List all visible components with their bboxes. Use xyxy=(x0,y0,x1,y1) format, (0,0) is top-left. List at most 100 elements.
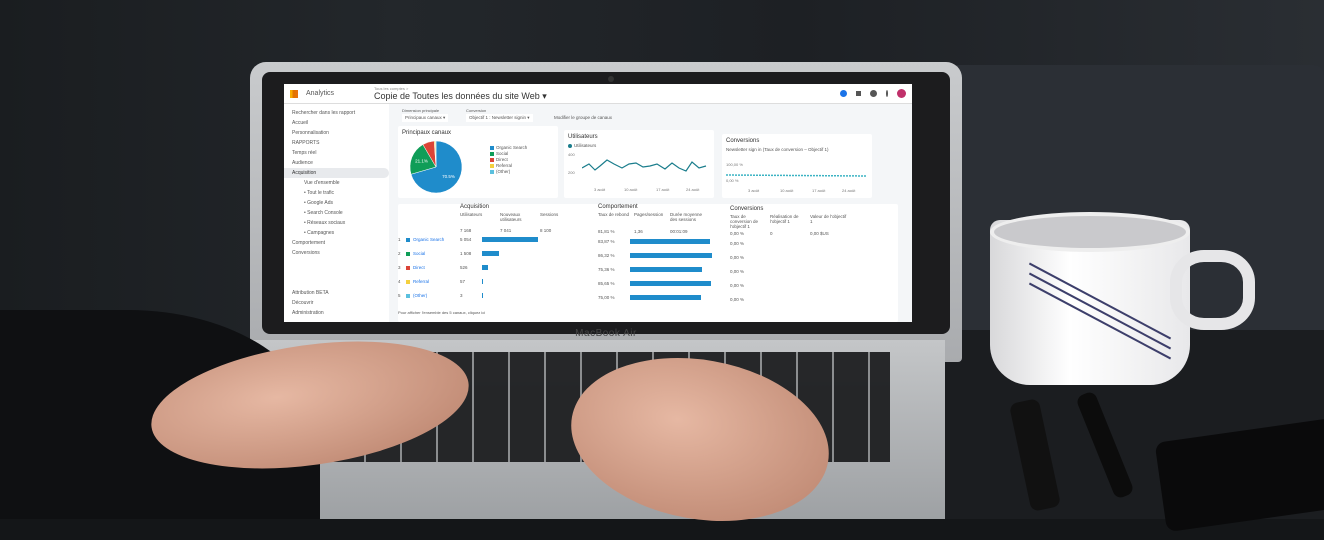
sidebar-bottom-item[interactable]: Administration xyxy=(284,308,389,318)
more-icon[interactable] xyxy=(886,90,888,97)
users-legend: Utilisateurs xyxy=(568,143,710,148)
bounce-rate: 83,87 % xyxy=(598,239,615,244)
column-header[interactable]: Valeur de l'objectif 1 xyxy=(810,214,847,224)
notification-icon[interactable] xyxy=(840,90,847,97)
dimension-select[interactable]: Principaux canaux ▾ xyxy=(402,114,448,122)
sidebar-item[interactable]: Comportement xyxy=(284,238,389,248)
pie-card: Principaux canaux 70.5%21.1% Organic Sea… xyxy=(398,126,558,198)
bounce-bar xyxy=(630,253,712,258)
pie-legend-item: Direct xyxy=(490,157,527,162)
channel-link[interactable]: Social xyxy=(413,251,425,256)
pie-title: Principaux canaux xyxy=(402,130,554,136)
top-bar: Analytics Tous les comptes > Copie de To… xyxy=(284,84,912,104)
sidebar-item[interactable]: • Google Ads xyxy=(284,198,389,208)
column-header[interactable]: Taux de conversion de l'objectif 1 xyxy=(730,214,767,229)
sidebar-item[interactable]: Audience xyxy=(284,158,389,168)
column-header[interactable]: Pages/session xyxy=(634,212,667,217)
total-value: 0 xyxy=(770,231,773,236)
pie-slice-label: 70.5% xyxy=(442,174,455,179)
sidebar-bottom-item[interactable]: Attribution BETA xyxy=(284,288,389,298)
help-icon[interactable] xyxy=(870,90,877,97)
sidebar-item[interactable]: • Tout le trafic xyxy=(284,188,389,198)
conversion-rate: 0,00 % xyxy=(730,255,744,260)
sidebar-item[interactable]: RAPPORTS xyxy=(284,138,389,148)
sidebar-item[interactable]: Accueil xyxy=(284,118,389,128)
column-header[interactable]: Taux de rebond xyxy=(598,212,631,217)
laptop-lid: Analytics Tous les comptes > Copie de To… xyxy=(250,62,962,362)
bounce-bar xyxy=(630,239,710,244)
conversion-rate: 0,00 % xyxy=(730,241,744,246)
sidebar-item[interactable]: Personnalisation xyxy=(284,128,389,138)
sidebar-bottom-item[interactable]: Découvrir xyxy=(284,298,389,308)
channel-link[interactable]: Referral xyxy=(413,279,429,284)
conversion-label: Conversion xyxy=(466,108,486,113)
search-input[interactable]: Rechercher dans les rapport xyxy=(284,108,389,118)
conversion-select[interactable]: Objectif 1 : Newsletter signin ▾ xyxy=(466,114,533,122)
main-content: Dimension principale Principaux canaux ▾… xyxy=(394,108,912,322)
row-rank: 1 xyxy=(398,237,401,242)
sidebar-item[interactable]: • Réseaux sociaux xyxy=(284,218,389,228)
conversions-chart-card: Conversions Newsletter sign in (Taux de … xyxy=(722,134,872,198)
sidebar-item[interactable]: Vue d'ensemble xyxy=(284,178,389,188)
users-xtick: 10 août xyxy=(624,187,637,192)
sidebar-item[interactable]: Temps réel xyxy=(284,148,389,158)
users-value: 1 508 xyxy=(460,251,471,256)
page-title[interactable]: Copie de Toutes les données du site Web … xyxy=(374,91,547,102)
column-header[interactable]: Sessions xyxy=(540,212,576,217)
users-bar xyxy=(482,237,538,242)
users-ytick: 400 xyxy=(568,152,575,157)
footnote-link[interactable]: Pour afficher l'ensemble des 5 canaux, c… xyxy=(398,310,485,315)
total-value: 7 041 xyxy=(500,228,511,233)
bounce-bar xyxy=(630,295,701,300)
sidebar-item[interactable]: • Campagnes xyxy=(284,228,389,238)
column-header[interactable]: Réalisation de l'objectif 1 xyxy=(770,214,807,224)
column-header[interactable]: Nouveaux utilisateurs xyxy=(500,212,536,222)
conversions-title: Conversions xyxy=(730,206,763,212)
users-bar xyxy=(482,279,483,284)
channel-swatch xyxy=(406,266,410,270)
users-value: 5 054 xyxy=(460,237,471,242)
bounce-rate: 75,00 % xyxy=(598,295,615,300)
sidebar-item[interactable]: Acquisition xyxy=(284,168,389,178)
users-xtick: 3 août xyxy=(594,187,605,192)
report-table: Acquisition Comportement Conversions Pou… xyxy=(398,204,898,322)
avatar[interactable] xyxy=(897,89,906,98)
legend-label: (Other) xyxy=(496,169,510,174)
bounce-rate: 86,32 % xyxy=(598,253,615,258)
total-value: 81,81 % xyxy=(598,229,615,234)
bounce-bar xyxy=(630,267,702,272)
channel-link[interactable]: Direct xyxy=(413,265,425,270)
bounce-bar xyxy=(630,281,711,286)
app-name: Analytics xyxy=(306,90,366,97)
total-value: 0,00 % xyxy=(730,231,744,236)
channel-swatch xyxy=(406,294,410,298)
acquisition-title: Acquisition xyxy=(460,204,489,210)
pie-legend-item: Organic Search xyxy=(490,145,527,150)
bounce-rate: 75,36 % xyxy=(598,267,615,272)
total-value: 8 100 xyxy=(540,228,551,233)
legend-label: Referral xyxy=(496,163,512,168)
apps-grid-icon[interactable] xyxy=(856,91,861,96)
sidebar-item[interactable]: Conversions xyxy=(284,248,389,258)
sidebar-item[interactable]: • Search Console xyxy=(284,208,389,218)
behavior-title: Comportement xyxy=(598,204,638,210)
conversion-rate: 0,00 % xyxy=(730,283,744,288)
conversions-line-chart xyxy=(726,170,866,180)
modify-channels-link[interactable]: Modifier le groupe de canaux xyxy=(554,115,612,120)
users-bar xyxy=(482,265,488,270)
users-value: 57 xyxy=(460,279,465,284)
conv-xtick: 24 août xyxy=(842,188,855,193)
row-rank: 4 xyxy=(398,279,401,284)
conv-xtick: 3 août xyxy=(748,188,759,193)
conv-xtick: 17 août xyxy=(812,188,825,193)
users-value: 526 xyxy=(460,265,468,270)
legend-label: Social xyxy=(496,151,508,156)
users-xtick: 17 août xyxy=(656,187,669,192)
column-header[interactable]: Durée moyenne des sessions xyxy=(670,212,703,222)
channel-link[interactable]: Organic Search xyxy=(413,237,444,242)
total-value: 0,00 $US xyxy=(810,231,829,236)
column-header[interactable]: Utilisateurs xyxy=(460,212,496,217)
channel-link[interactable]: (Other) xyxy=(413,293,427,298)
users-line-chart xyxy=(582,154,708,184)
conv-xtick: 10 août xyxy=(780,188,793,193)
